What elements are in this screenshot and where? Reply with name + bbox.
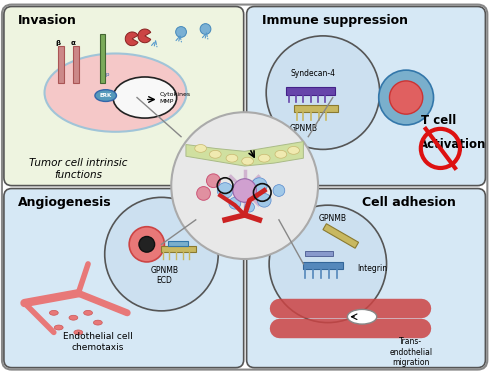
- Ellipse shape: [258, 154, 270, 162]
- Text: GPNMB: GPNMB: [318, 214, 346, 223]
- Bar: [162, 246, 196, 252]
- Circle shape: [238, 188, 252, 202]
- Circle shape: [172, 112, 318, 259]
- FancyBboxPatch shape: [246, 6, 486, 185]
- Ellipse shape: [226, 154, 238, 162]
- Circle shape: [229, 197, 240, 209]
- Bar: [323, 224, 358, 248]
- Polygon shape: [186, 142, 304, 166]
- Text: Endothelial cell
chemotaxis: Endothelial cell chemotaxis: [63, 333, 132, 352]
- Text: Integrin: Integrin: [357, 264, 388, 273]
- Ellipse shape: [275, 150, 286, 158]
- Ellipse shape: [210, 150, 221, 158]
- Circle shape: [104, 197, 218, 311]
- Text: Cell adhesion: Cell adhesion: [362, 196, 456, 209]
- Bar: [100, 34, 104, 83]
- Text: p: p: [106, 72, 109, 77]
- Text: ERK: ERK: [100, 93, 112, 98]
- Ellipse shape: [348, 310, 377, 324]
- Ellipse shape: [50, 310, 58, 315]
- Circle shape: [266, 36, 380, 149]
- Circle shape: [244, 202, 254, 212]
- Ellipse shape: [242, 157, 254, 165]
- Circle shape: [233, 179, 256, 202]
- Ellipse shape: [94, 320, 102, 325]
- Circle shape: [378, 70, 434, 125]
- Circle shape: [269, 205, 386, 323]
- Ellipse shape: [288, 146, 300, 154]
- Circle shape: [218, 183, 233, 198]
- Text: α: α: [70, 40, 76, 46]
- FancyBboxPatch shape: [4, 188, 244, 368]
- FancyBboxPatch shape: [246, 188, 486, 368]
- Bar: [168, 241, 188, 246]
- Circle shape: [258, 193, 271, 207]
- Text: Immune suppression: Immune suppression: [262, 14, 408, 28]
- Circle shape: [252, 178, 267, 193]
- Wedge shape: [138, 29, 151, 43]
- Wedge shape: [126, 32, 138, 46]
- Text: MMP: MMP: [160, 99, 174, 104]
- Circle shape: [139, 236, 154, 252]
- Bar: [304, 262, 343, 269]
- Text: Tumor cell intrinsic
functions: Tumor cell intrinsic functions: [29, 158, 128, 180]
- Text: Syndecan-4: Syndecan-4: [290, 69, 336, 78]
- Text: Activation: Activation: [419, 138, 486, 151]
- FancyBboxPatch shape: [2, 5, 488, 369]
- Text: GPNMB: GPNMB: [290, 124, 318, 133]
- Bar: [286, 87, 335, 95]
- Ellipse shape: [84, 310, 92, 315]
- Circle shape: [176, 27, 186, 37]
- Bar: [58, 46, 64, 83]
- Bar: [74, 46, 80, 83]
- Ellipse shape: [74, 330, 82, 335]
- Circle shape: [129, 227, 164, 262]
- Circle shape: [200, 24, 211, 34]
- Circle shape: [196, 187, 210, 200]
- FancyBboxPatch shape: [4, 6, 244, 185]
- Ellipse shape: [113, 77, 176, 118]
- Text: Angiogenesis: Angiogenesis: [18, 196, 111, 209]
- Ellipse shape: [95, 90, 116, 101]
- Ellipse shape: [44, 54, 187, 132]
- Text: β: β: [56, 40, 61, 46]
- Circle shape: [273, 185, 285, 196]
- Bar: [306, 251, 332, 256]
- Text: T cell: T cell: [421, 114, 456, 127]
- Text: Cytokines: Cytokines: [160, 92, 190, 97]
- Text: Trans-
endothelial
migration: Trans- endothelial migration: [390, 337, 432, 367]
- Ellipse shape: [54, 325, 63, 330]
- Circle shape: [390, 81, 423, 114]
- Bar: [294, 105, 338, 112]
- Text: Invasion: Invasion: [18, 14, 76, 28]
- Ellipse shape: [194, 144, 206, 152]
- Ellipse shape: [69, 315, 78, 320]
- Circle shape: [206, 174, 220, 188]
- Text: GPNMB
ECD: GPNMB ECD: [150, 266, 178, 285]
